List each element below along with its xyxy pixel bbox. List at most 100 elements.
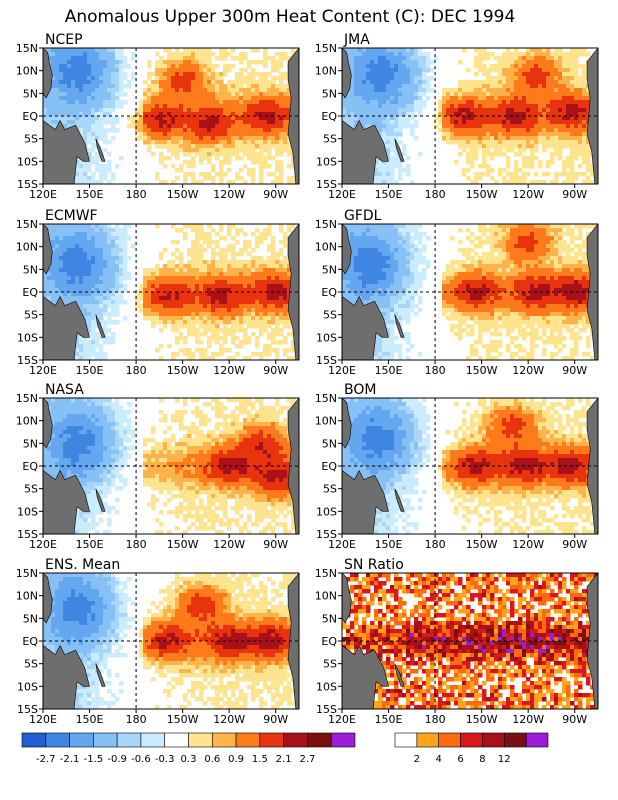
- colorbar-swatch: [394, 732, 418, 748]
- y-tick-label: 5S: [323, 133, 337, 146]
- y-tick-label: 5N: [23, 612, 38, 625]
- x-tick-label: 120E: [328, 188, 356, 201]
- y-tick-label: EQ: [321, 286, 337, 299]
- colorbar-swatch: [482, 732, 505, 748]
- colorbar-swatch: [45, 732, 70, 748]
- x-tick-label: 180: [126, 713, 147, 726]
- land-philippines: [342, 48, 352, 99]
- panel-1: JMA 120E 150E 180 150W 120W 90W 15N 10N 5N EQ 5S 10S…: [315, 32, 599, 201]
- y-tick-label: 15N: [315, 218, 337, 231]
- colorbar-label: -2.1: [60, 754, 80, 765]
- colorbar-swatch: [93, 732, 118, 748]
- colorbar-swatch: [460, 732, 483, 748]
- colorbar-label: -0.3: [155, 754, 175, 765]
- x-tick-label: 150E: [375, 538, 403, 551]
- x-tick-label: 120E: [328, 364, 356, 377]
- y-tick-label: 10N: [315, 415, 337, 428]
- x-tick-label: 90W: [263, 188, 288, 201]
- y-tick-label: 10S: [316, 505, 337, 518]
- colorbar-label: 4: [436, 754, 442, 765]
- land-philippines: [342, 398, 352, 449]
- x-tick-label: 150W: [167, 188, 199, 201]
- colorbar-label: -0.6: [131, 754, 151, 765]
- y-tick-label: 5N: [23, 437, 38, 450]
- panels-layer: NCEP 120E 150E 180 150W 120W 90W 15N 10N 5N EQ 5S 10…: [16, 32, 599, 726]
- x-tick-label: 120E: [29, 538, 57, 551]
- x-tick-label: 120W: [512, 538, 544, 551]
- land-solomons: [394, 488, 405, 512]
- y-tick-label: 10N: [16, 241, 38, 254]
- land-solomons: [95, 488, 106, 512]
- land-solomons: [394, 663, 405, 687]
- y-tick-label: 5N: [23, 263, 38, 276]
- colorbar-label: 0.6: [204, 754, 220, 765]
- colorbar-swatch: [116, 732, 142, 748]
- x-tick-label: 150W: [466, 538, 498, 551]
- colorbar-swatch: [259, 732, 284, 748]
- land-philippines: [43, 573, 53, 624]
- colorbar-swatch: [438, 732, 461, 748]
- field-1: [342, 48, 598, 184]
- land-new-guinea: [43, 295, 90, 360]
- land-americas: [586, 398, 598, 534]
- colorbar-swatch: [235, 732, 261, 748]
- land-solomons: [95, 138, 106, 162]
- y-tick-label: EQ: [22, 286, 38, 299]
- y-tick-label: 10S: [17, 155, 38, 168]
- colorbar-swatch: [307, 732, 332, 748]
- y-tick-label: 5S: [323, 309, 337, 322]
- colorbar-label: 8: [479, 754, 485, 765]
- y-tick-label: 5S: [323, 658, 337, 671]
- colorbar-label: 2: [414, 754, 420, 765]
- panel-6: ENS. Mean 120E 150E 180 150W 120W 90W 15N 10N 5N E…: [16, 557, 300, 726]
- y-tick-label: 15S: [17, 178, 38, 191]
- x-tick-label: 120E: [328, 713, 356, 726]
- land-new-guinea: [342, 644, 389, 709]
- y-tick-label: 10N: [16, 65, 38, 78]
- x-tick-label: 90W: [562, 538, 587, 551]
- x-tick-label: 150W: [466, 364, 498, 377]
- y-tick-label: 5N: [322, 87, 337, 100]
- panel-3: GFDL 120E 150E 180 150W 120W 90W 15N 10N 5N EQ 5S 10…: [315, 208, 599, 377]
- x-tick-label: 120W: [213, 538, 245, 551]
- y-tick-label: 15N: [315, 392, 337, 405]
- land-solomons: [95, 663, 106, 687]
- y-tick-label: EQ: [321, 635, 337, 648]
- colorbar-label: -1.5: [84, 754, 104, 765]
- y-tick-label: 15N: [16, 218, 38, 231]
- field-6: [43, 573, 299, 709]
- x-tick-label: 150E: [76, 364, 104, 377]
- colorbar-swatch: [416, 732, 440, 748]
- y-tick-label: 15N: [16, 42, 38, 55]
- land-new-guinea: [342, 469, 389, 534]
- y-tick-label: 5N: [322, 263, 337, 276]
- y-tick-label: 10S: [17, 331, 38, 344]
- land-americas: [287, 224, 299, 360]
- figure-title: Anomalous Upper 300m Heat Content (C): D…: [65, 7, 516, 27]
- x-tick-label: 180: [425, 188, 446, 201]
- panel-title: ECMWF: [45, 208, 98, 224]
- colorbar-swatch: [69, 732, 94, 748]
- panel-7: SN Ratio 120E 150E 180 150W 120W 90W 15N 10N 5N EQ…: [315, 557, 599, 726]
- colorbar-label: 0.9: [228, 754, 244, 765]
- land-americas: [287, 48, 299, 184]
- colorbar-swatch: [283, 732, 308, 748]
- panel-title: GFDL: [344, 208, 382, 224]
- x-tick-label: 120W: [512, 364, 544, 377]
- land-americas: [287, 398, 299, 534]
- colorbar-label: -2.7: [36, 754, 56, 765]
- y-tick-label: 15S: [17, 528, 38, 541]
- field-5: [342, 398, 598, 534]
- x-tick-label: 150E: [375, 188, 403, 201]
- land-solomons: [95, 314, 106, 338]
- land-americas: [586, 224, 598, 360]
- land-new-guinea: [43, 119, 90, 184]
- x-tick-label: 120W: [512, 188, 544, 201]
- panel-title: JMA: [343, 32, 370, 48]
- panel-title: SN Ratio: [344, 557, 404, 573]
- x-tick-label: 180: [126, 538, 147, 551]
- x-tick-label: 90W: [562, 188, 587, 201]
- y-tick-label: 5S: [24, 309, 38, 322]
- y-tick-label: 10S: [316, 680, 337, 693]
- x-tick-label: 180: [126, 188, 147, 201]
